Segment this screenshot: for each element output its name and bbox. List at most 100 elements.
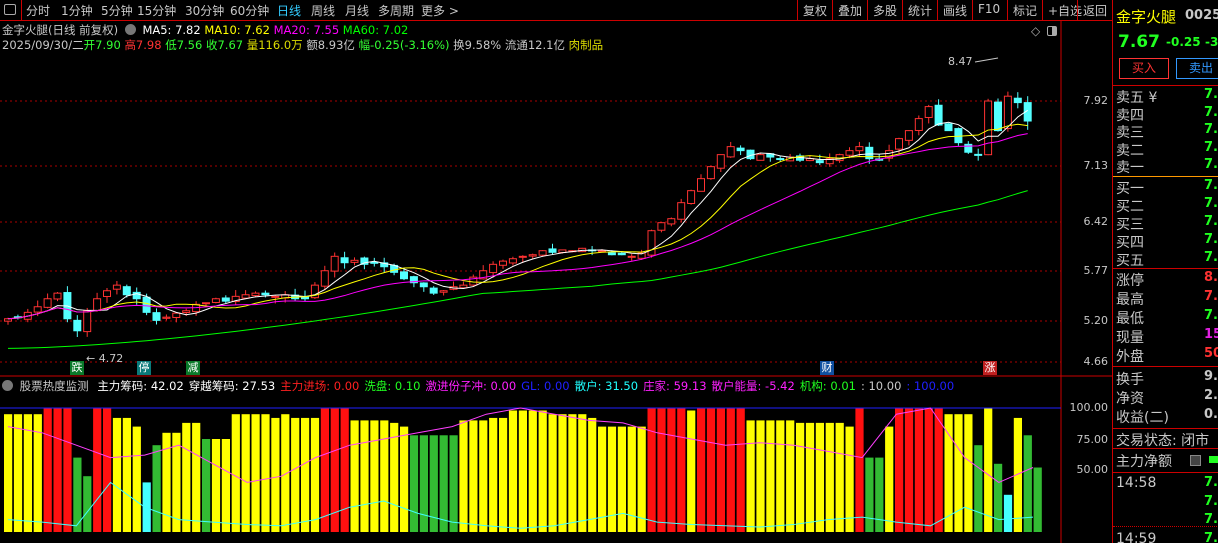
tab-7[interactable]: 周线 [311, 4, 336, 18]
buy-button[interactable]: 买入 [1119, 58, 1169, 79]
dealer-line [7, 407, 1034, 483]
heat-bar [885, 426, 894, 532]
turnover: 换9.58% [453, 38, 502, 52]
high: 高7.98 [124, 38, 162, 52]
candle-down [607, 252, 616, 256]
diamond-icon[interactable]: ◇ [1031, 24, 1041, 38]
heat-bar [479, 420, 488, 532]
tab-6[interactable]: 日线 [277, 4, 302, 18]
tab-9[interactable]: 多周期 [378, 4, 415, 18]
toolbar-button-7[interactable]: +自选 [1042, 0, 1087, 20]
heat-bar [538, 410, 547, 532]
ma20-value: MA20: 7.55 [273, 23, 340, 37]
candle-up [350, 259, 359, 263]
heat-bar [617, 426, 626, 532]
event-marker[interactable]: 涨 [983, 361, 997, 375]
event-marker[interactable]: 减 [186, 361, 200, 375]
candle-down [1023, 102, 1032, 122]
candle-down [122, 286, 131, 296]
candle-up [845, 150, 854, 156]
row-value: 1592 [1204, 327, 1218, 342]
heat-bar [924, 408, 933, 532]
kline-chart[interactable] [0, 0, 1112, 543]
row-label: 14:58 [1116, 475, 1157, 491]
list-icon[interactable] [1190, 455, 1201, 466]
pct-change: -3. [1205, 35, 1218, 49]
event-marker[interactable]: 财 [820, 361, 834, 375]
candle-up [162, 316, 171, 319]
candle-up [489, 263, 498, 274]
price-change: -0.25 [1166, 35, 1201, 49]
toolbar-button-4[interactable]: 画线 [937, 0, 972, 20]
indicator-value: 散户能量: -5.42 [711, 379, 795, 393]
heat-bar [746, 420, 755, 532]
candle-down [548, 248, 557, 253]
heat-bar [449, 435, 458, 532]
row-value: 2.1 [1204, 388, 1218, 403]
heat-bar [63, 408, 72, 532]
tab-10[interactable]: 更多 > [421, 4, 459, 18]
ma-dropdown-icon[interactable] [124, 24, 136, 35]
heat-bar [1033, 467, 1042, 532]
heat-bar [350, 420, 359, 532]
chart-title: 金字火腿(日线 前复权) [2, 23, 119, 37]
heat-bar [578, 414, 587, 532]
heat-bar [796, 422, 805, 532]
tab-8[interactable]: 月线 [345, 4, 370, 18]
candle-up [251, 292, 260, 297]
toolbar-button-2[interactable]: 多股 [867, 0, 902, 20]
panel-toggle-icon[interactable] [1047, 26, 1057, 36]
row-value: 7.6 [1204, 530, 1218, 543]
event-marker[interactable]: 跌 [70, 361, 84, 375]
heat-bar [132, 426, 141, 532]
heat-bar [211, 439, 221, 532]
indicator-dropdown-icon[interactable] [2, 380, 13, 391]
candle-down [865, 146, 874, 160]
bid-row: 买一 7.6 [1116, 178, 1218, 198]
row-value: 7.6 [1204, 122, 1218, 137]
candle-up [716, 154, 725, 169]
toolbar-button-1[interactable]: 叠加 [832, 0, 867, 20]
heat-bar [984, 408, 993, 532]
heat-bar [637, 426, 646, 532]
toolbar-button-3[interactable]: 统计 [902, 0, 937, 20]
volume: 量116.0万 [246, 38, 303, 52]
candle-down [736, 147, 745, 152]
sector[interactable]: 肉制品 [568, 38, 604, 52]
candle-up [231, 295, 240, 303]
tab-1[interactable]: 1分钟 [61, 4, 93, 18]
row-label: 买五 [1116, 253, 1144, 269]
event-marker[interactable]: 停 [137, 361, 151, 375]
toolbar-button-5[interactable]: F10 [972, 0, 1005, 20]
row-label: 买二 [1116, 199, 1144, 215]
tab-2[interactable]: 5分钟 [101, 4, 133, 18]
candle-down [142, 296, 151, 313]
indicator-value: 激进份子冲: 0.00 [425, 379, 517, 393]
indicator-name[interactable]: 股票热度监测 [19, 379, 89, 393]
amount: 额8.93亿 [306, 38, 355, 52]
heat-bar [281, 414, 290, 532]
row-value: 0.02 [1204, 407, 1218, 422]
candle-up [647, 230, 656, 256]
tab-5[interactable]: 60分钟 [230, 4, 270, 18]
heat-bar [261, 414, 270, 532]
toolbar-button-8[interactable]: 返回 [1077, 0, 1112, 20]
toolbar-button-0[interactable]: 复权 [797, 0, 832, 20]
heat-bar [301, 417, 310, 532]
candle-up [667, 218, 676, 225]
sell-button[interactable]: 卖出 [1176, 58, 1218, 79]
tab-3[interactable]: 15分钟 [137, 4, 177, 18]
tick-row: 14:58 7.6 [1116, 475, 1218, 491]
indicator-value: 机构: 0.01 [799, 379, 856, 393]
indicator-value: 穿越筹码: 27.53 [188, 379, 276, 393]
indicator-value: 散户: 31.50 [574, 379, 639, 393]
float-cap: 流通12.1亿 [504, 38, 565, 52]
heat-bar [528, 410, 537, 532]
heat-bar [469, 420, 478, 532]
candle-down [340, 257, 349, 264]
tab-4[interactable]: 30分钟 [185, 4, 225, 18]
tab-0[interactable]: 分时 [26, 4, 51, 18]
candle-up [657, 222, 666, 231]
toolbar-button-6[interactable]: 标记 [1007, 0, 1042, 20]
layout-toggle-icon[interactable] [4, 4, 16, 15]
